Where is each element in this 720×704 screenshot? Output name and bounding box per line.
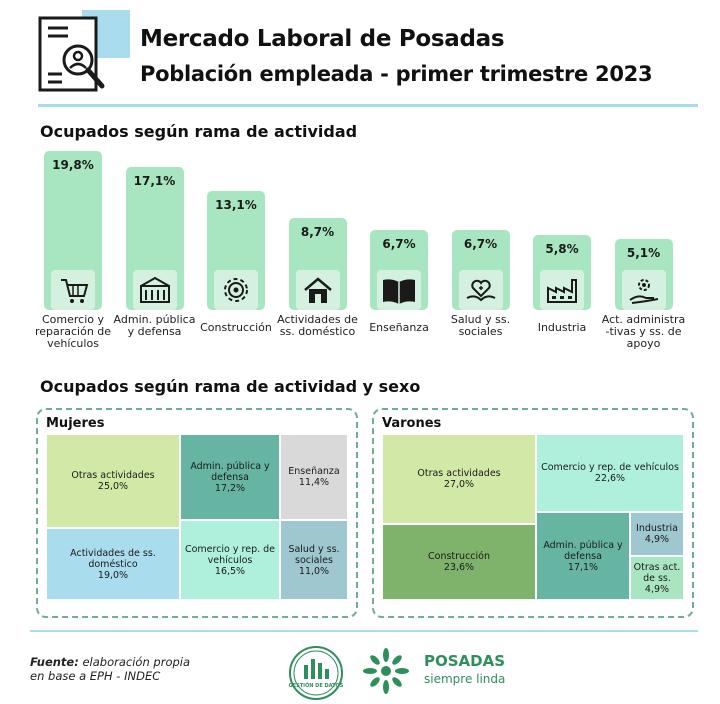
treemap-cell-label: Enseñanza (288, 466, 340, 477)
treemap-cell: Otras act. de ss. 4,9% (630, 556, 684, 600)
bar-value-label: 13,1% (215, 198, 257, 212)
posadas-logo-icon (363, 648, 409, 694)
treemap-cell: Enseñanza 11,4% (280, 434, 348, 520)
treemap-cell: Otras actividades 27,0% (382, 434, 536, 524)
treemap-cell-value: 23,6% (443, 562, 475, 573)
treemap-cell: Otras actividades 25,0% (46, 434, 180, 528)
treemap-cell-label: Salud y ss. sociales (288, 543, 340, 566)
bar-chart-title: Ocupados según rama de actividad (40, 122, 358, 141)
bar-category-label: Actividades de ss. doméstico (277, 313, 358, 338)
gear-icon (214, 270, 258, 310)
treemap-cell-value: 11,4% (298, 477, 330, 488)
treemap-cell-value: 4,9% (644, 534, 670, 545)
source-text-2: en base a EPH - INDEC (30, 669, 161, 683)
treemap-cell-label: Comercio y rep. de vehículos (541, 462, 679, 473)
house-icon (295, 270, 340, 310)
bar-category-label: Act. administra -tivas y ss. de apoyo (601, 313, 686, 350)
treemap-cell-value: 19,0% (97, 569, 129, 581)
treemap-cell: Admin. pública y defensa 17,1% (536, 512, 630, 600)
treemap-cell-label: Otras actividades (71, 470, 155, 481)
cart-icon (51, 270, 95, 310)
treemap-cell: Actividades de ss. doméstico 19,0% (46, 528, 180, 600)
treemap-cell-label: Actividades de ss. doméstico (70, 547, 156, 570)
bar-value-label: 6,7% (463, 237, 498, 251)
posadas-brand-slogan: siempre linda (424, 672, 506, 686)
treemap-cell-value: 16,5% (214, 565, 246, 577)
bar-value-label: 19,8% (52, 158, 94, 172)
treemap-cell-value: 4,9% (644, 583, 670, 595)
bar-value-label: 5,1% (626, 246, 661, 260)
bar-value-label: 8,7% (300, 225, 335, 239)
bar-category-label: Construcción (200, 321, 272, 334)
bar-category-label: Enseñanza (369, 321, 429, 334)
treemap-cell-label: Construcción (428, 551, 490, 562)
treemap-cell-value: 27,0% (443, 479, 475, 490)
treemap-cell-label: Industria (636, 523, 678, 534)
page-subtitle: Población empleada - primer trimestre 20… (140, 62, 653, 86)
bar-category-label: Comercio y reparación de vehículos (34, 313, 112, 350)
treemap-cell: Comercio y rep. de vehículos 22,6% (536, 434, 684, 512)
treemap-cell-value: 11,0% (298, 565, 330, 577)
factory-icon (540, 270, 584, 310)
bar-category-label: Admin. pública y defensa (113, 313, 196, 338)
source-note: Fuente: elaboración propia en base a EPH… (30, 655, 190, 683)
treemap-cell: Industria 4,9% (630, 512, 684, 556)
treemap-cell-value: 17,2% (214, 482, 246, 494)
treemap-cell-value: 17,1% (567, 561, 599, 573)
footer-divider (30, 630, 698, 632)
bar-value-label: 6,7% (382, 237, 416, 251)
page-title: Mercado Laboral de Posadas (140, 26, 505, 52)
hand-gear-icon (621, 270, 666, 310)
treemap-panel-varones: Varones Otras actividades 27,0% Construcci… (372, 408, 694, 618)
source-label: Fuente: (30, 655, 79, 669)
treemap-section-title: Ocupados según rama de actividad y sexo (40, 377, 421, 396)
document-search-icon (38, 16, 105, 92)
gestion-datos-logo-text: GESTIÓN DE DATOS (289, 682, 344, 689)
treemap-title-mujeres: Mujeres (46, 416, 105, 431)
header-divider (38, 104, 698, 107)
treemap-cell: Salud y ss. sociales 11,0% (280, 520, 348, 600)
treemap-cell: Construcción 23,6% (382, 524, 536, 600)
bar-value-label: 5,8% (545, 242, 579, 256)
book-icon (377, 270, 421, 310)
source-text: elaboración propia (78, 655, 191, 669)
gestion-datos-logo: GESTIÓN DE DATOS (289, 646, 344, 700)
treemap-cell-label: Otras actividades (417, 468, 501, 479)
government-building-icon (132, 270, 177, 310)
treemap-cell-label: Admin. pública y defensa (190, 460, 270, 483)
treemap-cell: Comercio y rep. de vehículos 16,5% (180, 520, 280, 600)
treemap-cell-value: 25,0% (97, 481, 129, 492)
bar-category-label: Industria (537, 321, 587, 334)
treemap-cell-value: 22,6% (594, 473, 626, 484)
treemap-cell-label: Comercio y rep. de vehículos (184, 543, 276, 566)
treemap-panel-mujeres: Mujeres Otras actividades 25,0% Actividade… (36, 408, 358, 618)
treemap-cell: Admin. pública y defensa 17,2% (180, 434, 280, 520)
treemap-cell-label: Admin. pública y defensa (543, 539, 623, 562)
treemap-cell-label: Otras act. de ss. (633, 561, 681, 584)
posadas-brand-name: POSADAS (424, 652, 506, 670)
bar-value-label: 17,1% (133, 174, 176, 188)
heart-hand-icon (458, 270, 503, 310)
treemap-title-varones: Varones (382, 416, 442, 431)
bar-category-label: Salud y ss. sociales (450, 313, 511, 338)
